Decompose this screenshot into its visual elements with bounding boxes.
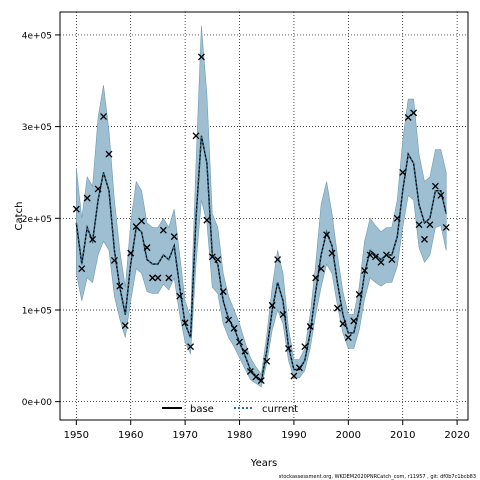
x-tick-label: 1950 [64, 430, 89, 441]
observed-point [132, 223, 140, 231]
observed-point [159, 226, 167, 234]
x-tick-label: 1980 [227, 430, 252, 441]
observed-point [170, 233, 178, 241]
observed-point [192, 132, 200, 140]
observed-point [149, 274, 156, 282]
observed-point [295, 364, 303, 372]
observed-point [437, 191, 445, 199]
observed-point [442, 224, 450, 231]
observed-point [203, 216, 211, 224]
observed-point [285, 345, 292, 352]
observed-point [344, 334, 352, 341]
x-axis: 1950 1960 1970 1980 1990 2000 2010 2020 [64, 420, 470, 441]
observed-point [404, 113, 412, 121]
x-tick-label: 2010 [390, 430, 415, 441]
observed-point [214, 256, 222, 264]
observed-point [252, 373, 260, 381]
observed-point [268, 301, 276, 309]
plot-frame [59, 11, 469, 421]
observed-point [89, 235, 97, 243]
observed-point [312, 274, 320, 282]
observed-point [415, 221, 423, 229]
y-tick-label: 1e+05 [22, 306, 52, 316]
observed-point [290, 372, 298, 380]
observed-point [279, 311, 287, 319]
x-tick-label: 2000 [336, 430, 361, 441]
observed-point [72, 205, 80, 213]
observed-point [333, 304, 341, 312]
observed-point [399, 168, 407, 176]
observed-points [72, 53, 450, 385]
observed-point [301, 343, 309, 351]
caption: stockassessment.org, WKDEM2020PNRCatch_c… [279, 474, 476, 480]
observed-point [426, 221, 434, 229]
y-axis-label: Catch [14, 202, 25, 231]
legend-current-label: current [262, 404, 298, 415]
observed-point [83, 194, 91, 202]
observed-point [388, 256, 396, 264]
observed-point [274, 256, 282, 264]
observed-point [339, 320, 347, 328]
y-tick-label: 3e+05 [22, 123, 52, 133]
confidence-band [76, 25, 447, 388]
y-tick-label: 0e+00 [22, 398, 53, 408]
observed-point [323, 231, 331, 239]
observed-point [246, 367, 254, 375]
observed-point [143, 244, 151, 252]
observed-point [230, 324, 238, 332]
observed-point [187, 343, 195, 351]
observed-point [197, 53, 205, 61]
observed-point [121, 322, 129, 330]
observed-point [328, 249, 336, 257]
observed-point [127, 249, 135, 257]
observed-point [421, 235, 428, 243]
observed-point [361, 267, 369, 275]
x-tick-label: 1970 [172, 430, 197, 441]
observed-point [317, 265, 325, 273]
x-axis-label: Years [250, 458, 277, 469]
x-tick-label: 2020 [444, 430, 469, 441]
observed-point [176, 292, 184, 300]
observed-point [208, 253, 216, 261]
observed-point [110, 257, 118, 264]
observed-point [393, 214, 401, 222]
observed-point [306, 323, 314, 330]
observed-point [105, 150, 113, 158]
observed-point [165, 274, 173, 282]
observed-point [382, 251, 390, 259]
y-axis: 0e+00 1e+05 2e+05 3e+05 4e+05 [22, 31, 60, 408]
y-tick-label: 4e+05 [22, 31, 52, 41]
observed-point [236, 338, 243, 346]
observed-point [366, 251, 374, 259]
observed-point [181, 319, 189, 327]
observed-point [263, 357, 271, 365]
observed-point [431, 182, 439, 190]
x-tick-label: 1990 [281, 430, 306, 441]
observed-point [355, 290, 363, 298]
observed-point [377, 258, 385, 266]
observed-point [219, 288, 227, 296]
observed-point [241, 347, 249, 355]
legend: base current [162, 404, 298, 415]
observed-point [116, 282, 124, 290]
observed-point [350, 317, 358, 325]
observed-point [78, 265, 86, 273]
observed-point [225, 316, 233, 324]
observed-point [154, 274, 162, 282]
observed-point [138, 217, 146, 225]
observed-point [100, 113, 107, 120]
observed-point [257, 377, 265, 385]
legend-base-label: base [190, 404, 214, 415]
y-tick-label: 2e+05 [22, 215, 52, 225]
observed-point [410, 109, 418, 117]
x-tick-label: 1960 [118, 430, 143, 441]
observed-point [94, 185, 102, 193]
observed-point [372, 253, 379, 261]
